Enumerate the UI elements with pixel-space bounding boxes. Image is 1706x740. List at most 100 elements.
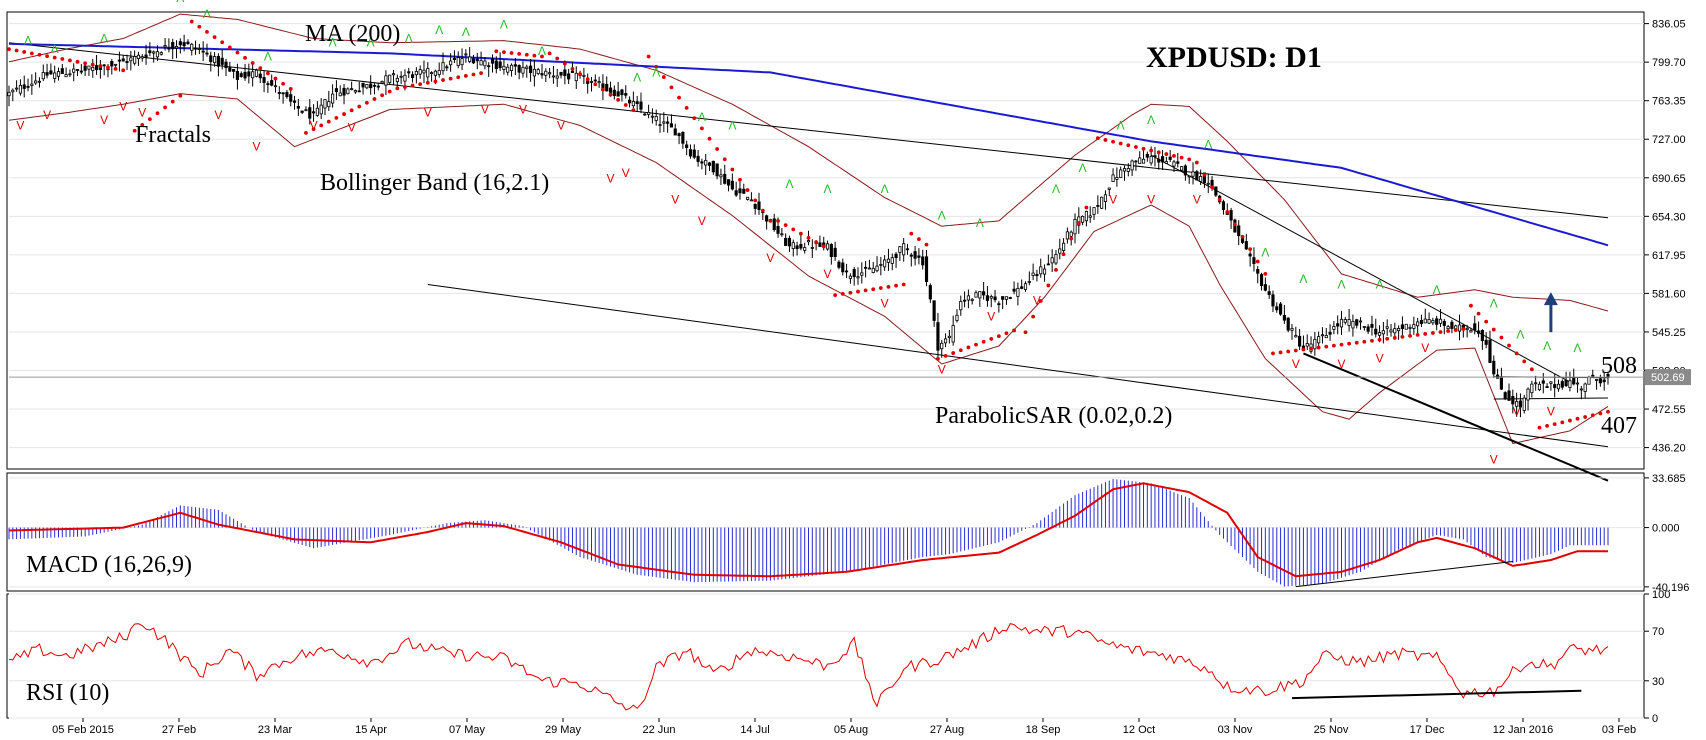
candle-body [917, 255, 921, 258]
fractal-up-marker: Λ [1299, 272, 1307, 286]
trendline [1303, 352, 1609, 482]
candle-body [654, 115, 658, 121]
candle-body [136, 54, 141, 60]
sar-dot [14, 48, 19, 53]
candle-body [681, 131, 685, 144]
candle-body [1381, 330, 1385, 335]
fractal-up-marker: Λ [1490, 297, 1498, 311]
sar-dot [1149, 148, 1154, 153]
sar-dot [258, 66, 263, 71]
candle-body [1343, 319, 1347, 323]
candle-body [209, 55, 213, 62]
fractal-up-marker: Λ [785, 177, 793, 191]
date-tick-label: 05 Aug [834, 724, 868, 736]
candle-body [75, 69, 80, 71]
sar-dot [243, 55, 247, 60]
rsi-tick-label: 100 [1652, 589, 1670, 601]
candle-body [1100, 196, 1104, 209]
sar-dot [1423, 332, 1428, 336]
fractal-down-marker: V [252, 140, 260, 154]
fractal-up-marker: Λ [728, 118, 736, 132]
candle-body [936, 322, 940, 351]
candle-body [1282, 315, 1286, 321]
candle-body [1537, 383, 1542, 391]
candle-body [399, 75, 403, 78]
candle-body [1511, 396, 1515, 405]
fractal-down-marker: V [607, 171, 615, 185]
fractal-down-marker: V [1147, 193, 1155, 207]
fractal-down-marker: V [16, 118, 24, 132]
sar-dot [1575, 416, 1580, 421]
sar-dot [220, 40, 225, 45]
candle-body [1267, 291, 1271, 295]
candle-body [616, 91, 620, 97]
fractal-down-marker: V [987, 309, 995, 323]
candle-body [1419, 319, 1424, 324]
candle-body [711, 160, 715, 173]
candle-body [795, 245, 799, 250]
sar-dot [357, 104, 362, 109]
candle-body [597, 81, 601, 84]
sar-dot [463, 73, 468, 78]
rsi-panel [6, 593, 1645, 719]
sar-dot [821, 244, 826, 249]
sar-dot [22, 50, 27, 54]
fractal-up-marker: Λ [652, 65, 660, 79]
sar-dot [974, 342, 978, 347]
candle-body [174, 45, 179, 49]
candle-body [1103, 194, 1108, 202]
sar-dot [745, 188, 750, 192]
sar-dot [958, 348, 963, 353]
candle-body [258, 73, 262, 79]
candle-body [1465, 327, 1469, 330]
sar-dot [1499, 335, 1504, 340]
candle-body [688, 149, 693, 157]
fractals: ΛΛΛΛΛΛΛΛΛΛΛΛΛΛΛΛΛΛΛΛΛΛΛΛΛΛΛΛΛΛΛΛΛΛΛΛVVVV… [16, 0, 1581, 466]
price-tick-label: 654.30 [1652, 211, 1686, 223]
candle-body [152, 51, 156, 54]
date-tick-label: 18 Sep [1026, 724, 1061, 736]
candle-body [921, 256, 925, 266]
candle-body [384, 75, 388, 86]
sar-dot [585, 77, 590, 82]
sar-dot [1286, 349, 1291, 354]
sar-dot [387, 89, 392, 94]
date-tick-label: 22 Jun [642, 724, 675, 736]
candle-body [1016, 287, 1020, 297]
candle-body [1042, 268, 1047, 275]
candle-body [327, 101, 331, 108]
candle-body [18, 85, 22, 94]
candle-body [799, 243, 803, 249]
macd-trendline [1295, 561, 1513, 588]
sar-dot [700, 126, 704, 131]
candle-body [171, 42, 175, 50]
sar-dot [1271, 351, 1275, 356]
sar-dot [1484, 319, 1489, 324]
sar-dot [189, 19, 194, 24]
sar-dot [981, 339, 986, 344]
sar-dot [1529, 367, 1534, 372]
candle-body [1134, 160, 1138, 163]
sar-dot [1522, 359, 1527, 364]
sar-dot [601, 87, 605, 92]
sar-dot [205, 30, 209, 34]
fractal-up-marker: Λ [462, 25, 470, 39]
sar-dot [654, 64, 659, 69]
fractal-down-marker: V [938, 362, 946, 376]
candle-body [395, 77, 399, 82]
candle-body [353, 90, 358, 93]
sar-dot [1134, 145, 1138, 149]
sar-dot [1362, 339, 1367, 344]
candle-body [445, 66, 449, 69]
sar-dot [1248, 247, 1253, 252]
fractal-down-marker: V [824, 267, 832, 281]
candle-body [1256, 268, 1260, 274]
candle-body [388, 74, 392, 83]
candle-body [11, 89, 15, 93]
candle-body [311, 111, 316, 114]
rsi-trendline [1291, 689, 1582, 700]
date-tick-label: 27 Aug [930, 724, 964, 736]
candle-body [1556, 383, 1561, 390]
candle-body [624, 93, 628, 96]
sar-dot [760, 208, 765, 213]
